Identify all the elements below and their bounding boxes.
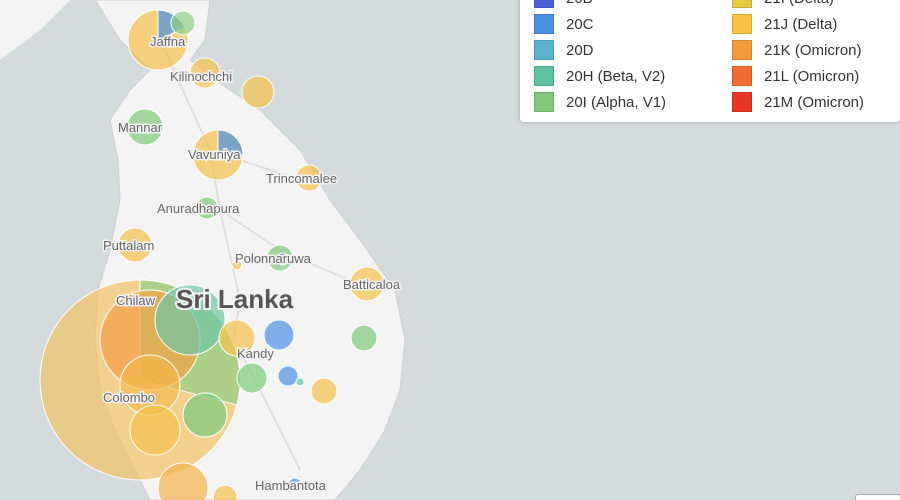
legend-swatch [534,14,554,34]
legend-swatch [732,14,752,34]
pie [350,324,378,352]
legend-label: 20I (Alpha, V1) [566,93,667,111]
pie [241,75,275,109]
legend-swatch [534,0,554,8]
legend-swatch [732,40,752,60]
pie [195,196,219,220]
legend-item[interactable]: 20H (Beta, V2) [534,65,665,87]
place-label: Jaffna [150,34,186,49]
legend-label: 21L (Omicron) [764,67,860,85]
legend-item[interactable]: 21I (Delta) [732,0,834,9]
pie [310,377,338,405]
legend-item[interactable]: 20C [534,13,594,35]
legend-item[interactable]: 21J (Delta) [732,13,837,35]
legend: 20B 20C 20D 20H (Beta, V2) 20I (Alpha, V1) 21… [520,0,900,122]
place-label: Batticaloa [343,277,401,292]
place-label: Vavuniya [188,147,241,162]
place-label: Colombo [103,390,155,405]
pie [349,266,385,302]
legend-item[interactable]: 21K (Omicron) [732,39,862,61]
legend-label: 20C [566,15,594,33]
place-label: Hambantota [255,478,327,493]
pie-slice [217,129,244,156]
pie [295,377,305,387]
place-label: Kilinochchi [170,69,232,84]
pie [231,259,243,271]
pie [157,462,209,500]
pie [263,319,295,351]
place-label: Trincomalee [266,171,337,186]
place-label: Puttalam [103,238,154,253]
place-label: Anuradhapura [157,201,240,216]
legend-swatch [534,40,554,60]
legend-swatch [732,0,752,8]
place-label: Chilaw [116,293,156,308]
pie [218,319,256,357]
pie [287,477,303,493]
pie [170,10,196,36]
legend-item[interactable]: 20I (Alpha, V1) [534,91,666,113]
place-label: Mannar [118,120,163,135]
pie-markers [39,9,385,500]
pie [276,252,290,266]
legend-label: 21M (Omicron) [764,93,865,111]
pie [189,57,221,89]
place-labels: Jaffna Kilinochchi Mannar Vavuniya Trinc… [102,33,403,495]
legend-swatch [732,66,752,86]
road [159,39,361,471]
legend-swatch [534,92,554,112]
legend-label: 21J (Delta) [764,15,838,33]
legend-swatch [732,92,752,112]
legend-label: 21K (Omicron) [764,41,862,59]
place-label: Polonnaruwa [235,251,312,266]
legend-label: 21I (Delta) [764,0,834,7]
peninsula [0,0,70,60]
pie [182,392,228,438]
legend-swatch [534,66,554,86]
pie [126,108,164,146]
legend-label: 20B [566,0,593,7]
pie [212,484,238,500]
pie [154,284,226,356]
legend-item[interactable]: 21M (Omicron) [732,91,864,113]
pie [117,227,153,263]
legend-item[interactable]: 20B [534,0,593,9]
legend-item[interactable]: 21L (Omicron) [732,65,859,87]
zoom-control[interactable] [855,494,900,500]
legend-label: 20H (Beta, V2) [566,67,666,85]
place-label: Kandy [237,346,274,361]
country-label: Sri Lanka [176,284,294,314]
pie [129,404,181,456]
legend-item[interactable]: 20D [534,39,594,61]
pie [277,365,299,387]
pie [236,362,268,394]
legend-label: 20D [566,41,594,59]
pie [295,164,323,192]
